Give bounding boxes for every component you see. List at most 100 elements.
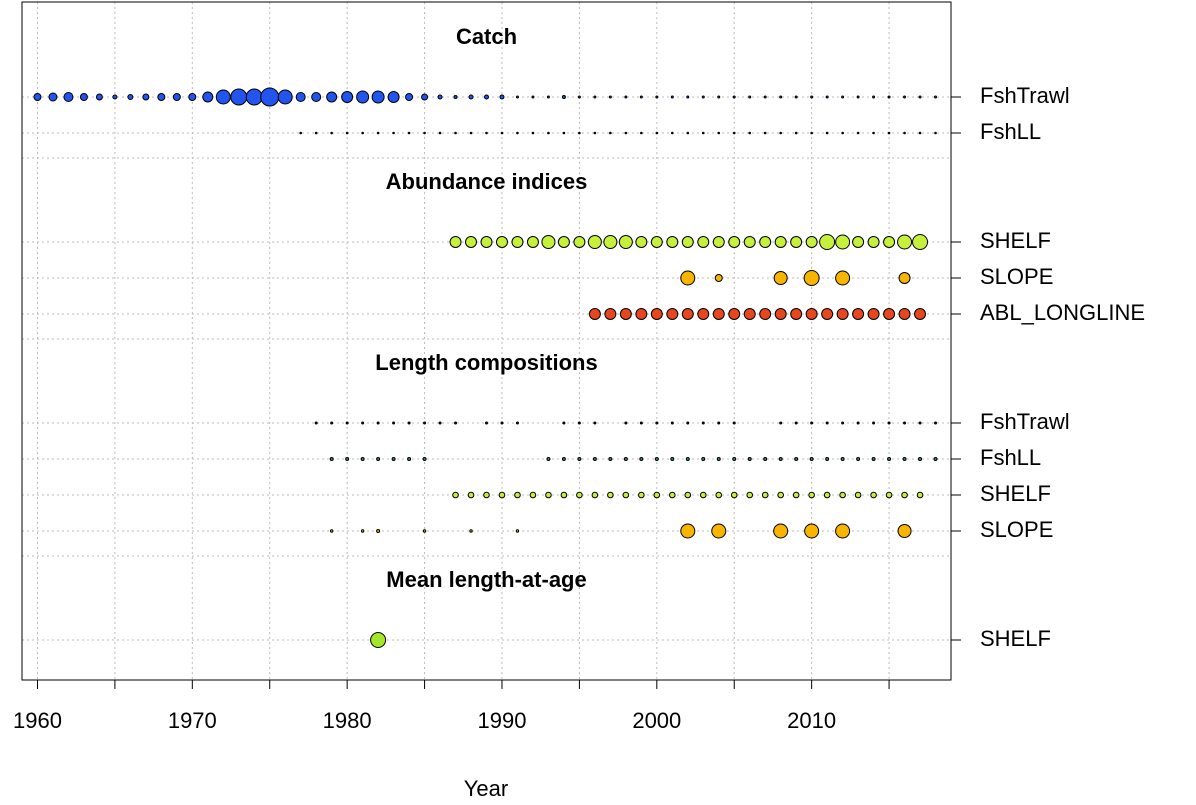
data-point bbox=[437, 94, 443, 100]
row-label: ABL_LONGLINE bbox=[980, 300, 1145, 325]
data-point bbox=[714, 274, 723, 282]
data-point bbox=[562, 421, 566, 425]
data-point bbox=[856, 421, 860, 425]
data-point bbox=[545, 491, 552, 499]
data-point bbox=[467, 491, 475, 499]
data-point bbox=[299, 131, 303, 135]
data-point bbox=[407, 421, 411, 425]
data-point bbox=[341, 91, 354, 103]
data-point bbox=[546, 95, 550, 99]
data-point bbox=[407, 457, 412, 461]
data-point bbox=[33, 93, 42, 101]
data-point bbox=[717, 421, 721, 425]
data-point bbox=[515, 529, 520, 533]
data-point bbox=[345, 421, 349, 425]
data-point bbox=[516, 131, 519, 135]
data-point bbox=[903, 131, 906, 135]
data-point bbox=[361, 131, 364, 135]
data-point bbox=[500, 131, 504, 135]
data-point bbox=[422, 529, 427, 533]
data-point bbox=[608, 95, 612, 99]
data-point bbox=[618, 235, 633, 249]
data-point bbox=[63, 92, 74, 102]
data-point bbox=[902, 457, 907, 461]
data-point bbox=[484, 94, 489, 100]
data-point bbox=[593, 421, 597, 425]
data-point bbox=[809, 457, 814, 461]
data-point bbox=[666, 308, 679, 320]
data-point bbox=[188, 93, 197, 101]
data-point bbox=[638, 491, 645, 499]
data-point bbox=[635, 308, 648, 320]
data-point bbox=[901, 491, 908, 499]
data-point bbox=[670, 95, 674, 99]
data-point bbox=[603, 235, 618, 249]
data-point bbox=[127, 94, 134, 100]
data-point bbox=[671, 131, 674, 135]
data-point bbox=[592, 457, 597, 461]
data-point bbox=[79, 93, 88, 101]
data-point bbox=[622, 491, 630, 499]
data-point bbox=[825, 131, 829, 135]
data-point bbox=[573, 236, 586, 248]
data-point bbox=[805, 308, 818, 320]
data-point bbox=[314, 421, 318, 425]
data-point bbox=[918, 95, 922, 99]
data-point bbox=[371, 90, 385, 104]
data-point bbox=[759, 236, 772, 248]
data-point bbox=[515, 95, 519, 99]
data-point bbox=[887, 421, 891, 425]
data-point bbox=[934, 131, 937, 135]
data-point bbox=[777, 491, 784, 499]
row-label: FshTrawl bbox=[980, 409, 1070, 434]
data-point bbox=[391, 457, 396, 461]
data-point bbox=[686, 95, 690, 99]
data-point bbox=[685, 457, 690, 461]
data-point bbox=[743, 236, 756, 248]
data-point bbox=[485, 131, 488, 135]
data-point bbox=[778, 457, 783, 461]
data-point bbox=[576, 491, 583, 499]
data-point bbox=[376, 131, 380, 135]
data-point bbox=[562, 131, 566, 135]
data-point bbox=[607, 491, 614, 499]
data-point bbox=[867, 308, 880, 320]
data-point bbox=[686, 131, 690, 135]
data-point bbox=[701, 95, 705, 99]
data-point bbox=[650, 308, 663, 320]
data-point bbox=[541, 235, 556, 249]
data-point bbox=[454, 421, 458, 425]
data-point bbox=[763, 457, 768, 461]
data-point bbox=[330, 131, 333, 135]
data-point bbox=[701, 421, 705, 425]
data-point bbox=[604, 308, 617, 320]
data-point bbox=[835, 523, 851, 539]
x-tick-label: 1960 bbox=[13, 708, 62, 733]
data-point bbox=[918, 457, 923, 461]
data-point bbox=[732, 131, 736, 135]
row-label: FshTrawl bbox=[980, 83, 1070, 108]
data-point bbox=[578, 131, 581, 135]
data-point bbox=[774, 236, 787, 248]
data-point bbox=[898, 272, 911, 284]
data-point bbox=[655, 95, 659, 99]
data-point bbox=[277, 89, 293, 105]
data-point bbox=[856, 95, 860, 99]
data-point bbox=[329, 529, 334, 533]
data-point bbox=[841, 131, 844, 135]
data-point bbox=[912, 234, 929, 250]
data-point bbox=[841, 95, 845, 99]
data-point bbox=[825, 457, 830, 461]
data-point bbox=[732, 457, 737, 461]
data-point bbox=[345, 131, 349, 135]
data-point bbox=[681, 236, 694, 248]
data-point bbox=[763, 95, 767, 99]
data-point bbox=[823, 491, 831, 499]
x-tick-label: 1990 bbox=[478, 708, 527, 733]
data-point bbox=[835, 270, 851, 286]
data-point bbox=[684, 491, 692, 499]
data-point bbox=[593, 95, 597, 99]
data-point bbox=[421, 93, 429, 101]
row-label: FshLL bbox=[980, 445, 1041, 470]
data-point bbox=[761, 491, 769, 499]
